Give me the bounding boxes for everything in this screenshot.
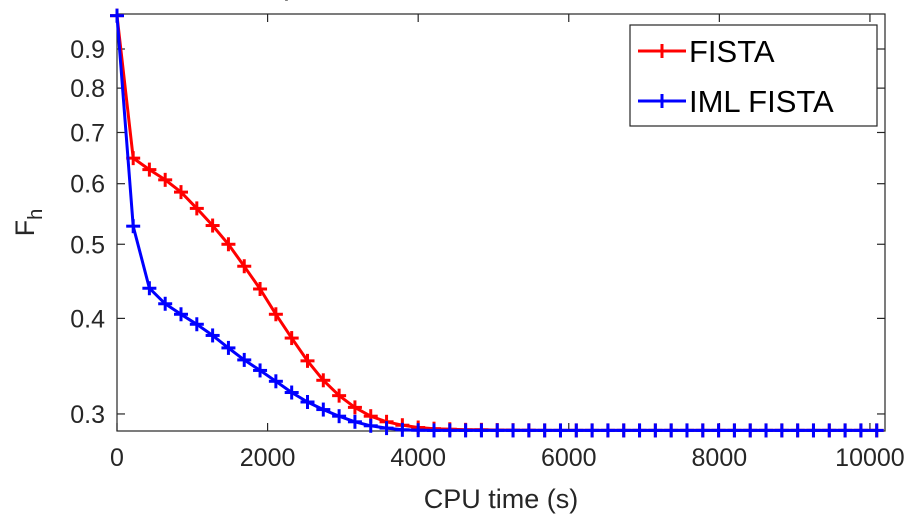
data-point-marker — [727, 423, 742, 438]
data-point-marker — [537, 423, 552, 438]
x-tick-label: 6000 — [541, 444, 597, 472]
y-tick-label: 0.8 — [70, 75, 105, 103]
data-point-marker — [395, 422, 410, 437]
clipped-title-fragment: p — [283, 0, 300, 1]
axis-ticks: 0 2000 4000 6000 8000 10000 0.3 0.4 0.5 0.6 0.7 0.8… — [70, 14, 905, 472]
y-axis-label-subscript: h — [25, 209, 47, 220]
data-point-marker — [790, 423, 805, 438]
x-tick-label: 4000 — [390, 444, 446, 472]
data-point-marker — [822, 423, 837, 438]
data-point-marker — [679, 423, 694, 438]
data-point-marker — [332, 388, 347, 403]
data-point-marker — [316, 402, 331, 417]
data-point-marker — [189, 317, 204, 332]
data-point-marker — [142, 162, 157, 177]
data-point-marker — [869, 423, 884, 438]
data-point-marker — [585, 423, 600, 438]
data-point-marker — [411, 423, 426, 438]
data-point-marker — [142, 281, 157, 296]
data-point-marker — [363, 418, 378, 433]
data-point-marker — [205, 328, 220, 343]
data-point-marker — [600, 423, 615, 438]
data-point-marker — [838, 423, 853, 438]
data-point-marker — [253, 282, 268, 297]
data-point-marker — [300, 394, 315, 409]
series-layer — [110, 8, 884, 438]
y-axis-label: Fh — [10, 209, 47, 237]
data-point-marker — [174, 185, 188, 200]
data-point-marker — [458, 423, 473, 438]
data-point-marker — [853, 423, 868, 438]
x-tick-label: 0 — [110, 444, 124, 472]
data-point-marker — [569, 423, 584, 438]
data-point-marker — [268, 374, 283, 389]
data-point-marker — [426, 423, 441, 438]
data-point-marker — [332, 409, 347, 424]
data-point-marker — [521, 423, 536, 438]
y-tick-label: 0.9 — [70, 36, 105, 64]
y-tick-label: 0.7 — [70, 119, 105, 147]
x-tick-label: 8000 — [692, 444, 748, 472]
data-point-marker — [774, 423, 789, 438]
data-point-marker — [379, 421, 394, 436]
y-axis-label-main: F — [10, 220, 40, 237]
data-point-marker — [553, 423, 568, 438]
y-tick-label: 0.6 — [70, 171, 105, 199]
data-point-marker — [221, 237, 236, 252]
data-point-marker — [253, 363, 268, 378]
y-tick-label: 0.4 — [70, 305, 105, 333]
data-point-marker — [806, 423, 821, 438]
legend-item: IML FISTA — [638, 84, 834, 119]
data-point-marker — [189, 201, 204, 216]
legend-item: FISTA — [638, 34, 775, 69]
x-tick-label: 10000 — [835, 444, 905, 472]
legend-box — [629, 24, 878, 127]
data-point-marker — [759, 423, 774, 438]
legend-label: IML FISTA — [689, 84, 834, 119]
data-point-marker — [474, 423, 489, 438]
legend: FISTA IML FISTA — [629, 24, 878, 127]
data-point-marker — [174, 307, 188, 322]
data-point-marker — [616, 423, 631, 438]
y-tick-label: 0.5 — [70, 231, 105, 259]
series-iml-fista — [110, 8, 884, 438]
data-point-marker — [316, 373, 331, 388]
data-point-marker — [648, 423, 663, 438]
data-point-marker — [695, 423, 710, 438]
data-point-marker — [205, 218, 220, 233]
data-point-marker — [237, 259, 252, 274]
x-axis-label: CPU time (s) — [424, 484, 579, 514]
data-point-marker — [110, 8, 124, 23]
x-tick-label: 2000 — [240, 444, 296, 472]
data-point-marker — [284, 385, 299, 400]
data-point-marker — [158, 296, 173, 311]
data-point-marker — [300, 353, 315, 368]
data-point-marker — [221, 340, 236, 355]
data-point-marker — [268, 307, 283, 322]
data-point-marker — [442, 423, 457, 438]
y-tick-label: 0.3 — [70, 401, 105, 429]
data-point-marker — [743, 423, 758, 438]
data-point-marker — [506, 423, 521, 438]
data-point-marker — [347, 414, 362, 429]
data-point-marker — [347, 400, 362, 415]
data-point-marker — [632, 423, 647, 438]
data-point-marker — [237, 352, 252, 367]
data-point-marker — [490, 423, 505, 438]
data-point-marker — [711, 423, 726, 438]
legend-label: FISTA — [689, 34, 775, 69]
data-point-marker — [284, 331, 299, 346]
data-point-marker — [158, 172, 173, 187]
data-point-marker — [126, 219, 141, 234]
data-point-marker — [664, 423, 679, 438]
